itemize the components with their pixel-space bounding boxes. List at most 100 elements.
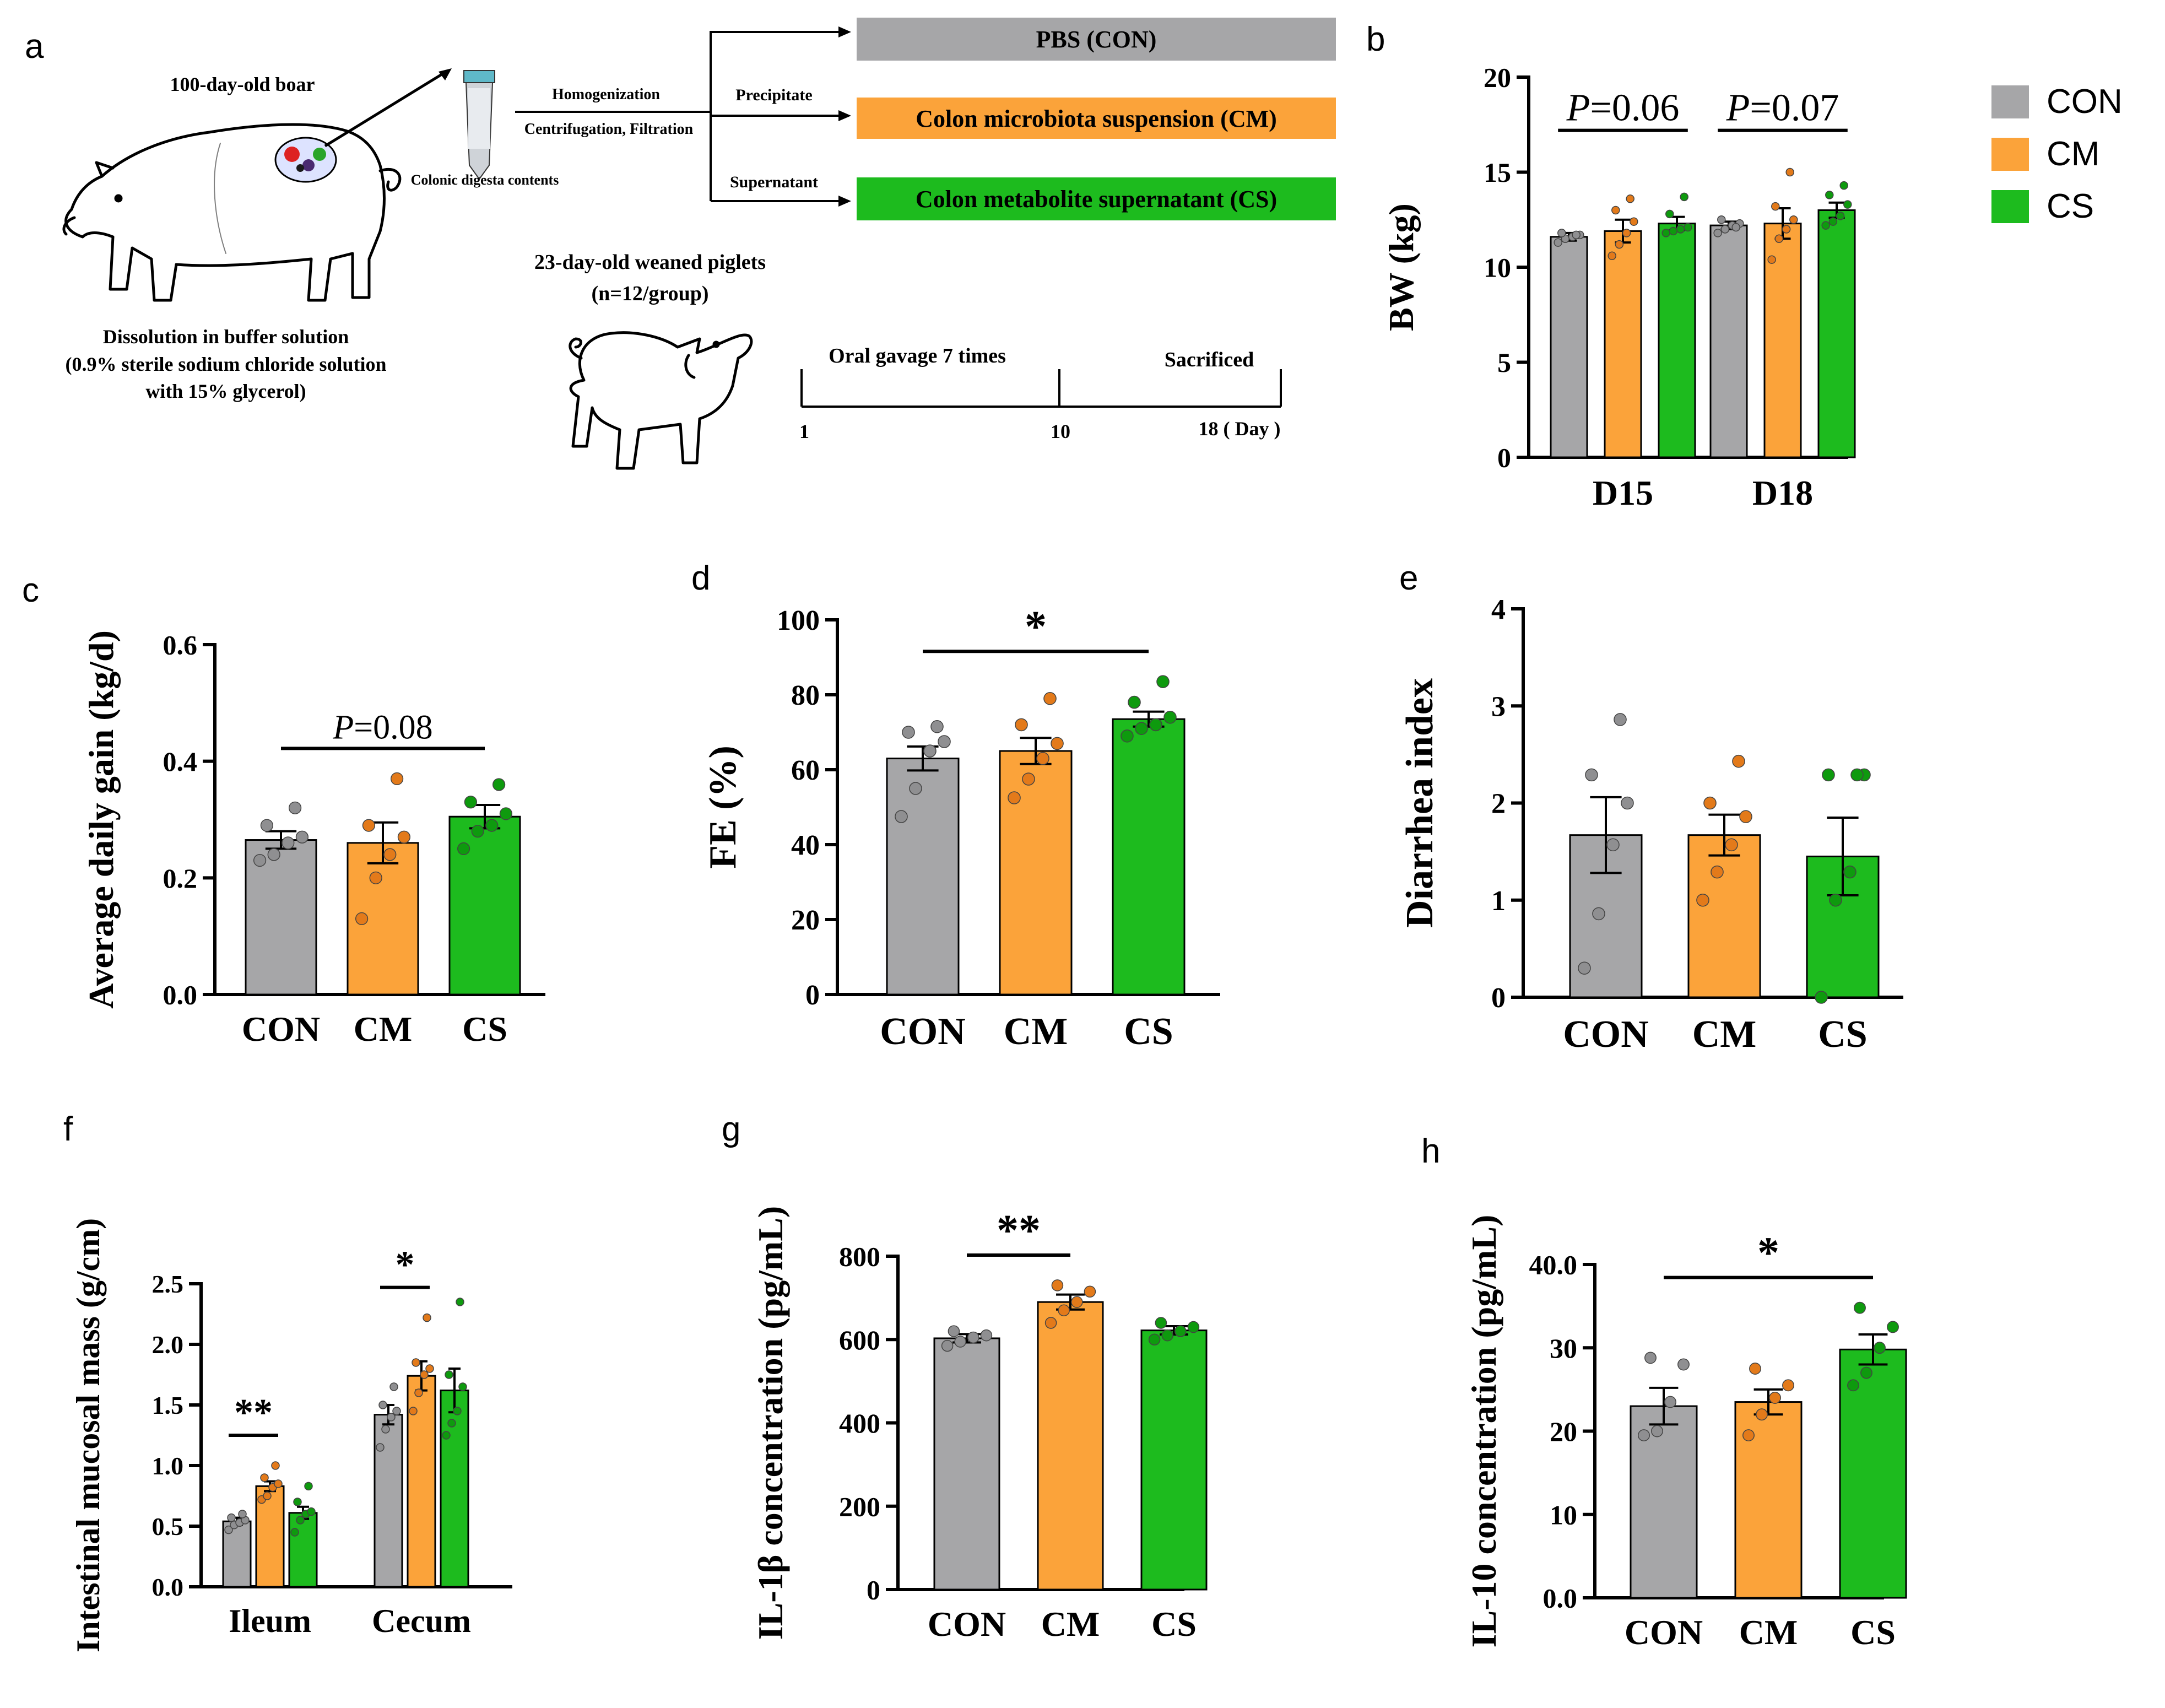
data-point [442,1431,451,1440]
data-point [307,1507,316,1516]
data-point [390,772,404,786]
precipitate-label: Precipitate [735,86,812,104]
data-point [1839,181,1848,190]
data-point [1554,238,1562,247]
x-category-label: CM [354,1009,413,1048]
data-point [1121,729,1134,743]
x-category-label: Cecum [372,1603,471,1639]
data-point [1036,752,1049,765]
data-point [293,1498,302,1506]
x-category-label: D18 [1752,473,1813,512]
data-point [1585,768,1598,782]
step-homogenization: Homogenization [552,86,660,103]
p-italic: P [1726,87,1750,129]
buffer-line1: Dissolution in buffer solution [103,326,349,348]
data-point [1669,226,1678,236]
chart-average-daily-gain: 0.0 0.2 0.4 0.6 Average daily gain (kg/d) CON… [82,630,545,1048]
piglet-illustration [569,331,753,470]
arrowhead-con [838,26,851,37]
data-point [1725,838,1738,852]
data-point [1626,194,1634,203]
data-point [909,782,922,795]
legend-label-cs: CS [2047,187,2094,225]
data-point [1874,1342,1886,1354]
bar-con [222,1520,252,1588]
bar-cs [1658,223,1696,458]
data-point [288,801,302,814]
p-value: =0.08 [354,709,432,746]
significance-label: ** [234,1392,273,1434]
x-category-label: CM [1041,1604,1100,1644]
bar-cs [448,815,521,996]
y-tick-label: 0.0 [152,1573,184,1601]
y-tick-label: 20 [1550,1416,1577,1447]
data-point [1163,711,1177,724]
box-con-label: PBS (CON) [1036,26,1157,53]
buffer-line3: with 15% glycerol) [145,380,306,402]
data-point [1843,200,1852,209]
x-category-label: CM [1692,1013,1757,1056]
data-point [1630,217,1638,226]
chart-il10: 0.0 10 20 30 40.0 IL-10 concentration (pg/mL)… [1464,1215,1907,1652]
panel-letter-e: e [1399,559,1418,597]
timeline-tick-1: 1 [799,420,809,442]
significance-label: P=0.07 [1726,87,1839,129]
data-point [1615,240,1624,249]
data-point [1148,1333,1161,1346]
colon-inset [274,137,337,183]
data-point [1829,893,1842,907]
data-point [923,744,937,758]
chart-mucosal-mass: 0.0 0.5 1.0 1.5 2.0 2.5 Intestinal mucosal mas… [70,1218,512,1652]
data-point [1767,255,1776,264]
y-tick-label: 15 [1484,157,1511,188]
data-point [381,1425,390,1434]
bar-con [886,758,960,996]
y-tick-label: 1 [1491,885,1506,917]
y-tick-label: 10 [1550,1499,1577,1530]
panel-letter-f: f [63,1110,73,1148]
data-point [1664,1396,1676,1408]
buffer-line2: (0.9% sterile sodium chloride solution [66,353,387,375]
panel-letter-b: b [1366,20,1385,58]
y-tick-label: 0 [867,1575,880,1606]
data-point [1782,1379,1794,1392]
boar-illustration [62,123,402,302]
x-category-label: CON [928,1604,1006,1644]
data-point [1774,234,1784,243]
data-point [1847,1379,1859,1392]
data-point [1156,675,1170,688]
data-point [1606,838,1620,852]
y-tick-label: 2.5 [152,1270,184,1298]
panel-letter-a: a [25,28,44,66]
x-category-label: CS [1818,1013,1867,1056]
data-point [271,1461,280,1470]
y-tick-label: 0.0 [163,980,198,1010]
x-category-label: CS [1850,1613,1896,1652]
box-cm [857,98,1336,139]
data-point [414,1388,423,1397]
y-tick-label: 0.2 [163,863,198,894]
chart-feed-efficiency: 0 20 40 60 80 100 FE (%) CON CM CS * [702,603,1220,1053]
data-point [1661,229,1670,237]
y-tick-label: 10 [1484,252,1511,283]
x-category-label: CON [242,1009,320,1048]
data-point [392,1407,401,1415]
data-point [1676,225,1685,234]
panel-letter-h: h [1421,1132,1440,1170]
y-tick-label: 40.0 [1529,1250,1578,1280]
data-point [1638,1429,1650,1442]
y-axis-label: Average daily gain (kg/d) [82,630,121,1009]
data-point [895,810,908,823]
chart-diarrhea-index: 0 1 2 3 4 Diarrhea index CON CM CS [1399,594,1903,1056]
data-point [1732,754,1745,768]
bar-cm [1037,1301,1104,1591]
data-point [445,1370,453,1379]
chart-il1b: 0 200 400 600 800 IL-1β concentration (pg/mL)… [751,1206,1208,1644]
data-point [1644,1352,1657,1364]
significance-label: * [396,1244,415,1287]
data-point [1665,209,1674,219]
data-point [1711,865,1724,879]
data-point [1771,202,1780,211]
timeline-sacrificed: Sacrificed [1165,348,1254,371]
